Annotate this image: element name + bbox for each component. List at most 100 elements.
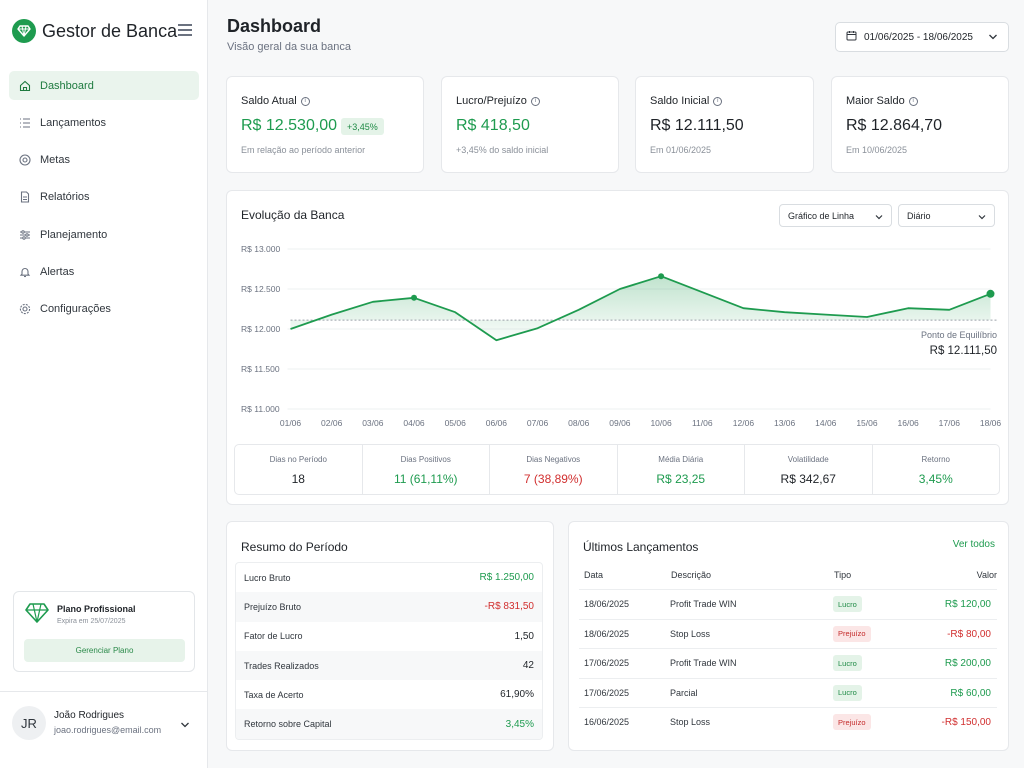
calendar-icon [846,30,857,44]
info-icon[interactable]: i [530,96,540,106]
y-tick-label: R$ 11.500 [241,364,280,374]
menu-toggle-icon[interactable] [178,24,192,36]
x-tick-label: 04/06 [403,418,425,428]
sidebar: Gestor de Banca Dashboard Lançamentos Me… [0,0,208,768]
gear-icon [19,303,31,315]
data-point [658,273,665,280]
entry-date: 18/06/2025 [584,599,630,609]
baseline-value: R$ 12.111,50 [930,345,997,357]
date-range-picker[interactable]: 01/06/2025 - 18/06/2025 [835,22,1009,52]
table-row: Taxa de Acerto 61,90% [236,680,542,709]
plan-icon [19,229,31,241]
user-menu[interactable]: JR João Rodrigues joao.rodrigues@email.c… [0,691,207,768]
entry-value: R$ 120,00 [944,599,991,610]
x-tick-label: 05/06 [445,418,467,428]
series-line [290,275,991,342]
type-badge: Lucro [833,596,862,612]
sidebar-item-label: Alertas [40,265,75,278]
stat-label: Maior Saldo [846,95,905,107]
sidebar-item-label: Lançamentos [40,116,107,129]
metric-value: 3,45% [918,472,953,486]
sidebar-item-label: Planejamento [40,228,108,241]
row-value: -R$ 831,50 [484,601,534,613]
table-row[interactable]: 18/06/2025 Stop Loss Prejuízo -R$ 80,00 [579,618,997,649]
metric-label: Dias Positivos [400,455,451,464]
metric-dias-negativos: Dias Negativos 7 (38,89%) [490,445,618,494]
stat-card-maior-saldo: Maior Saldo i R$ 12.864,70 Em 10/06/2025 [831,76,1009,173]
entries-list: 18/06/2025 Profit Trade WIN Lucro R$ 120… [579,589,997,737]
metric-retorno: Retorno 3,45% [873,445,1000,494]
sidebar-item-label: Configurações [40,303,111,316]
list-icon [19,117,31,129]
balance-chart: R$ 13.000 R$ 12.500 R$ 12.000 R$ 11.500 R$ 1… [241,244,1001,428]
metric-value: 18 [291,472,305,486]
entry-desc: Stop Loss [670,628,711,639]
x-tick-label: 06/06 [486,418,508,428]
summary-card: Resumo do Período Lucro Bruto R$ 1.250,00… [226,521,554,751]
stat-label: Lucro/Prejuízo [456,95,527,107]
info-icon[interactable]: i [300,96,310,106]
entry-desc: Stop Loss [670,717,711,728]
table-row[interactable]: 17/06/2025 Parcial Lucro R$ 60,00 [579,677,997,708]
chevron-down-icon [978,212,986,222]
plan-card: Plano Profissional Expira em 25/07/2025 … [13,591,195,672]
sidebar-nav: Dashboard Lançamentos Metas Relatórios P… [9,71,199,332]
stat-card-saldo-inicial: Saldo Inicial i R$ 12.111,50 Em 01/06/202… [635,76,814,173]
brand[interactable]: Gestor de Banca [12,18,177,44]
entry-desc: Profit Trade WIN [670,599,737,609]
table-row[interactable]: 18/06/2025 Profit Trade WIN Lucro R$ 120… [579,589,997,619]
metric-label: Dias no Período [269,455,327,464]
manage-plan-button[interactable]: Gerenciar Plano [24,639,185,662]
metric-label: Dias Negativos [526,455,581,464]
target-icon [19,154,31,166]
stat-label: Saldo Inicial [650,95,710,107]
sidebar-item-alertas[interactable]: Alertas [9,257,199,286]
sidebar-item-configuracoes[interactable]: Configurações [9,295,199,324]
info-icon[interactable]: i [713,96,723,106]
see-all-link[interactable]: Ver todos [952,539,995,550]
type-badge: Prejuízo [833,714,871,731]
table-row: Fator de Lucro 1,50 [236,622,542,651]
series-area [290,276,991,341]
type-badge: Prejuízo [833,625,871,642]
sidebar-item-metas[interactable]: Metas [9,146,199,175]
stat-value: R$ 12.111,50 [650,117,744,134]
type-badge: Lucro [833,655,862,672]
table-row: Trades Realizados 42 [236,650,542,681]
row-label: Fator de Lucro [244,631,303,642]
x-tick-label: 10/06 [650,418,672,428]
stat-value: R$ 12.864,70 [846,117,943,134]
x-tick-label: 17/06 [939,418,961,428]
info-icon[interactable]: i [908,96,918,106]
entry-value: -R$ 80,00 [947,628,991,640]
sidebar-item-label: Dashboard [40,79,94,92]
chevron-down-icon [875,212,883,222]
user-email: joao.rodrigues@email.com [54,725,162,735]
sidebar-item-relatorios[interactable]: Relatórios [9,183,199,212]
entry-date: 17/06/2025 [584,687,630,698]
chart-type-value: Gráfico de Linha [788,210,855,221]
x-tick-label: 12/06 [733,418,755,428]
col-type: Tipo [834,570,852,580]
summary-table: Lucro Bruto R$ 1.250,00 Prejuízo Bruto -R$… [235,562,543,740]
table-row[interactable]: 17/06/2025 Profit Trade WIN Lucro R$ 200… [579,648,997,678]
metric-value: R$ 23,25 [656,472,706,486]
bell-icon [19,266,31,278]
x-tick-label: 13/06 [774,418,796,428]
chart-type-select[interactable]: Gráfico de Linha [779,204,892,227]
stat-note: +3,45% do saldo inicial [456,145,549,155]
period-select[interactable]: Diário [898,204,995,227]
table-row[interactable]: 16/06/2025 Stop Loss Prejuízo -R$ 150,00 [579,707,997,737]
table-row: Lucro Bruto R$ 1.250,00 [236,563,542,592]
y-tick-label: R$ 12.500 [241,284,280,294]
sidebar-item-lancamentos[interactable]: Lançamentos [9,108,199,137]
row-value: 3,45% [505,718,534,730]
x-tick-label: 11/06 [692,418,713,428]
sidebar-item-dashboard[interactable]: Dashboard [9,71,199,100]
stat-card-saldo-atual: Saldo Atual i R$ 12.530,00 +3,45% Em rela… [226,76,424,173]
metric-value: 11 (61,11%) [393,472,458,486]
col-date: Data [584,570,604,580]
chevron-down-icon[interactable] [180,716,190,734]
sidebar-item-planejamento[interactable]: Planejamento [9,220,199,249]
chart-card: R$ 13.000 R$ 12.500 R$ 12.000 R$ 11.500 R$ 1… [226,190,1009,505]
